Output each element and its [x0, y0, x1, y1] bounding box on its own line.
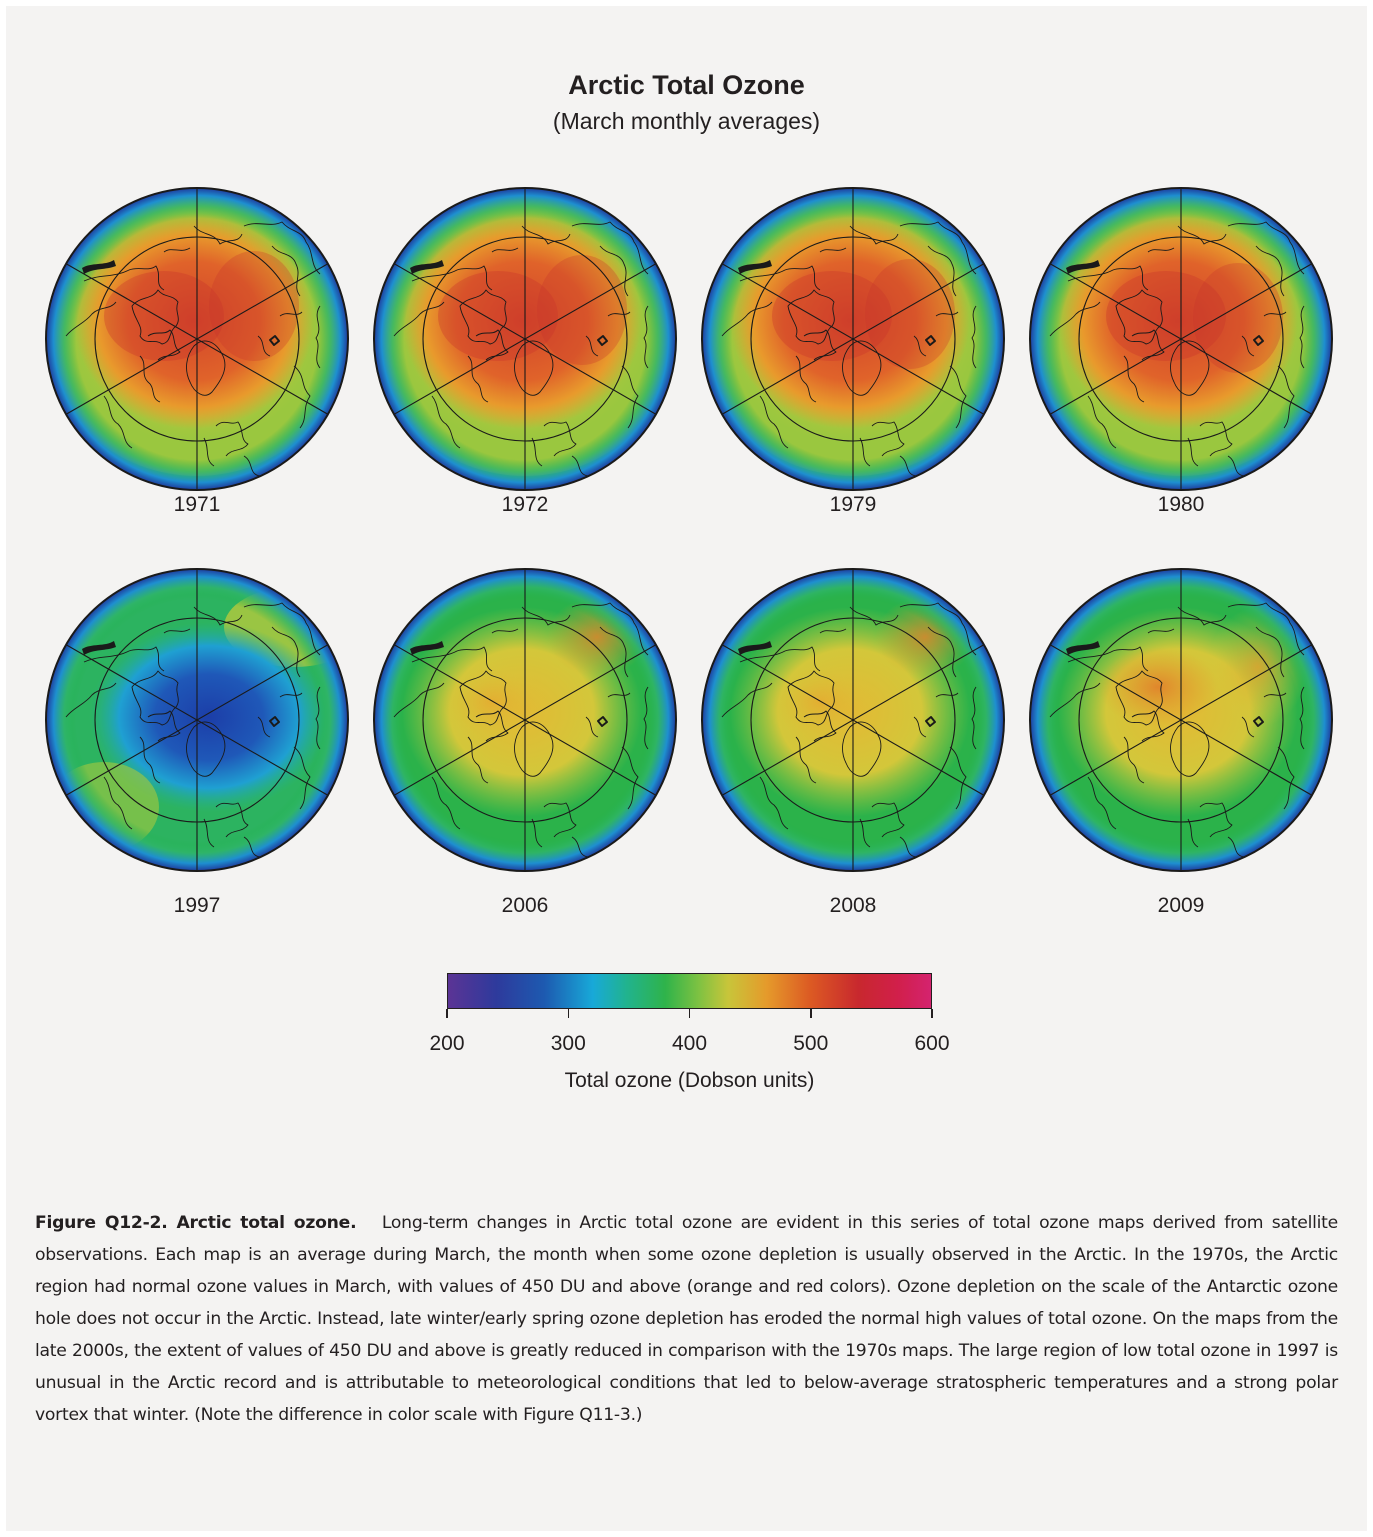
- ozone-map-1979: [701, 187, 1005, 491]
- ozone-map-1980: [1029, 187, 1333, 491]
- figure-caption: Figure Q12-2. Arctic total ozone. Long-t…: [35, 1207, 1338, 1431]
- colorbar-tick: [567, 1009, 569, 1018]
- colorbar-tick: [688, 1009, 691, 1018]
- ozone-map-2009: [1029, 568, 1333, 872]
- ozone-map-1971: [45, 187, 349, 491]
- map-year-label: 1971: [173, 493, 221, 516]
- map-year-label: 1972: [501, 493, 549, 516]
- map-year-label: 2009: [1157, 894, 1205, 917]
- ozone-map-2006: [373, 568, 677, 872]
- map-year-label: 1979: [829, 493, 877, 516]
- colorbar-tick-label: 200: [429, 1032, 465, 1055]
- colorbar-tick: [810, 1009, 812, 1018]
- map-year-label: 1997: [173, 894, 221, 917]
- colorbar-tick-label: 600: [914, 1032, 950, 1055]
- colorbar-tick: [931, 1009, 933, 1018]
- colorbar-tick-label: 400: [671, 1032, 708, 1055]
- map-year-label: 1980: [1157, 493, 1205, 516]
- caption-lead: Figure Q12-2. Arctic total ozone.: [35, 1213, 357, 1233]
- colorbar-tick-label: 500: [793, 1032, 829, 1055]
- ozone-map-1997: [45, 568, 349, 872]
- colorbar: [447, 973, 932, 1009]
- map-year-label: 2006: [501, 894, 549, 917]
- colorbar-tick-label: 300: [550, 1032, 586, 1055]
- colorbar-label: Total ozone (Dobson units): [564, 1069, 815, 1092]
- figure-subtitle: (March monthly averages): [552, 108, 821, 134]
- colorbar-tick: [446, 1009, 448, 1018]
- map-year-label: 2008: [829, 894, 877, 917]
- ozone-map-1972: [373, 187, 677, 491]
- caption-body: Long-term changes in Arctic total ozone …: [35, 1213, 1338, 1425]
- figure-title: Arctic Total Ozone: [568, 70, 805, 100]
- ozone-map-2008: [701, 568, 1005, 872]
